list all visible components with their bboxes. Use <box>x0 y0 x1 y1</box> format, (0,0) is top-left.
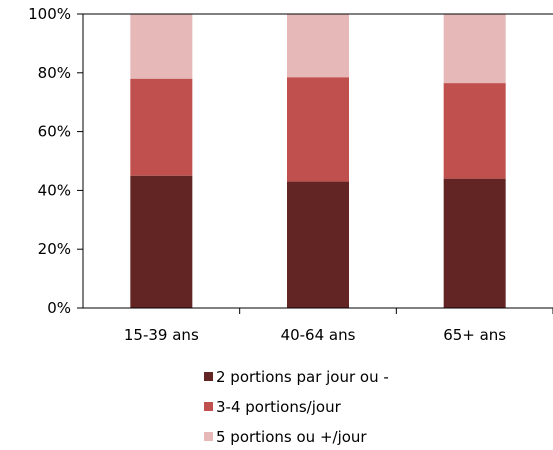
bar-40-64-ans-series-2 <box>287 77 349 182</box>
x-tick-label: 40-64 ans <box>281 326 356 344</box>
y-tick-label: 60% <box>38 123 71 141</box>
bar-65-ans-series-2 <box>443 83 506 179</box>
x-axis-ticks: 15-39 ans 40-64 ans 65+ ans <box>124 308 553 344</box>
bar-40-64-ans-series-1 <box>287 181 349 308</box>
bar-40-64-ans-series-3 <box>287 14 349 78</box>
y-axis-ticks: 0% 20% 40% 60% 80% 100% <box>28 5 83 317</box>
bars-group <box>130 14 506 308</box>
y-tick-label: 20% <box>38 240 71 258</box>
y-tick-label: 0% <box>47 299 71 317</box>
legend-swatch-2 <box>204 402 213 411</box>
bar-15-39-ans-series-3 <box>130 14 193 79</box>
legend-label-1: 2 portions par jour ou - <box>216 368 389 386</box>
y-tick-label: 40% <box>38 181 71 199</box>
bar-15-39-ans-series-2 <box>130 78 193 176</box>
legend-swatch-3 <box>204 432 213 441</box>
legend: 2 portions par jour ou - 3-4 portions/jou… <box>204 368 389 446</box>
y-tick-label: 100% <box>28 5 71 23</box>
bar-65-ans-series-3 <box>443 14 506 84</box>
x-tick-label: 15-39 ans <box>124 326 199 344</box>
bar-65-ans-series-1 <box>443 178 506 308</box>
legend-label-2: 3-4 portions/jour <box>216 398 342 416</box>
legend-swatch-1 <box>204 372 213 381</box>
x-tick-label: 65+ ans <box>443 326 506 344</box>
legend-label-3: 5 portions ou +/jour <box>216 428 367 446</box>
bar-15-39-ans-series-1 <box>130 175 193 308</box>
y-tick-label: 80% <box>38 64 71 82</box>
